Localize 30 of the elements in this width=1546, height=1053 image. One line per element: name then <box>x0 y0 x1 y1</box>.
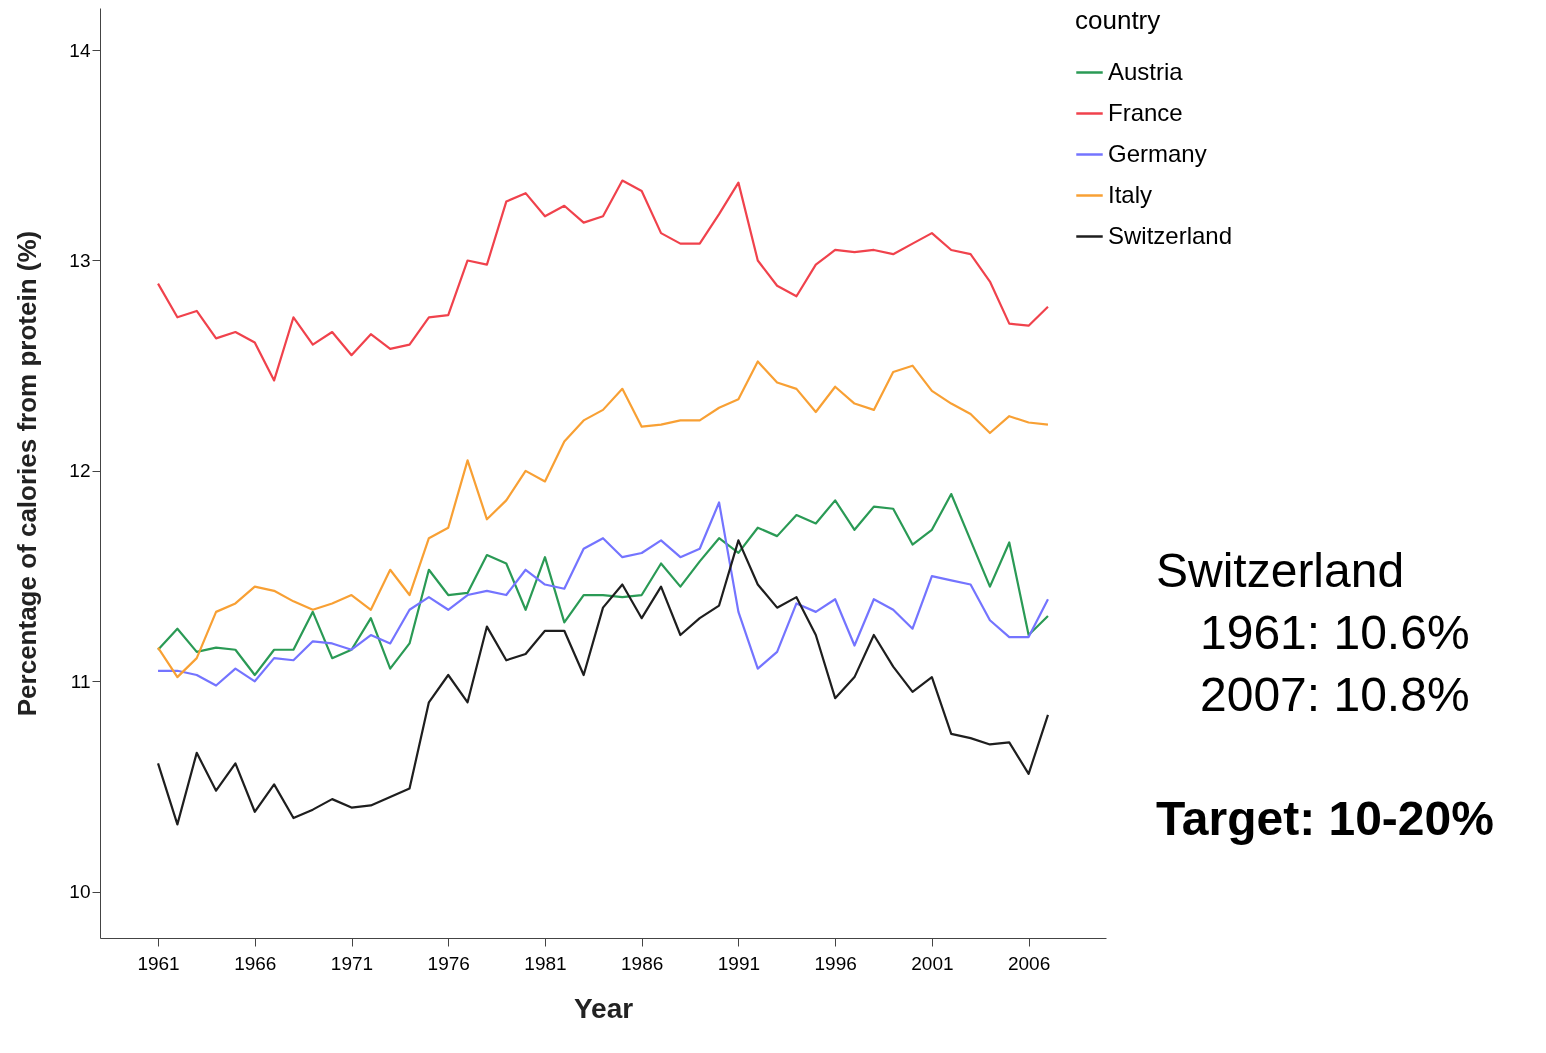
legend-label: France <box>1108 98 1183 126</box>
x-tick-label: 2006 <box>1007 952 1051 974</box>
x-tick-label: 1976 <box>427 952 470 974</box>
y-axis-title: Percentage of calories from protein (%) <box>12 230 43 717</box>
legend-label: Austria <box>1108 57 1184 85</box>
line-series <box>156 179 1050 382</box>
x-tick-label: 1961 <box>137 952 180 974</box>
legend-title: country <box>1075 5 1161 35</box>
x-tick-label: 2001 <box>911 952 954 974</box>
x-tick-label: 1986 <box>621 952 664 974</box>
y-tick-label: 13 <box>69 249 91 271</box>
text: Target: 10-20% <box>1156 791 1494 847</box>
x-tick-label: 1971 <box>330 952 374 974</box>
legend-label: Italy <box>1108 180 1153 208</box>
legend-label: Germany <box>1108 139 1207 167</box>
x-axis-title: Year <box>573 992 634 1024</box>
x-tick-label: 1966 <box>234 952 277 974</box>
y-tick-label: 12 <box>69 460 91 482</box>
x-tick-label: 1991 <box>717 952 761 974</box>
y-tick-label: 10 <box>69 881 91 903</box>
text: 1961: 10.6% <box>1199 605 1471 661</box>
y-tick-label: 14 <box>69 39 91 61</box>
legend-label: Switzerland <box>1108 221 1233 249</box>
line-series <box>156 360 1050 679</box>
text: 2007: 10.8% <box>1199 667 1471 723</box>
x-tick-label: 1996 <box>814 952 857 974</box>
x-tick-label: 1981 <box>524 952 567 974</box>
line-series <box>156 539 1050 826</box>
text: Switzerland <box>1156 543 1406 599</box>
y-tick-label: 11 <box>70 670 91 692</box>
